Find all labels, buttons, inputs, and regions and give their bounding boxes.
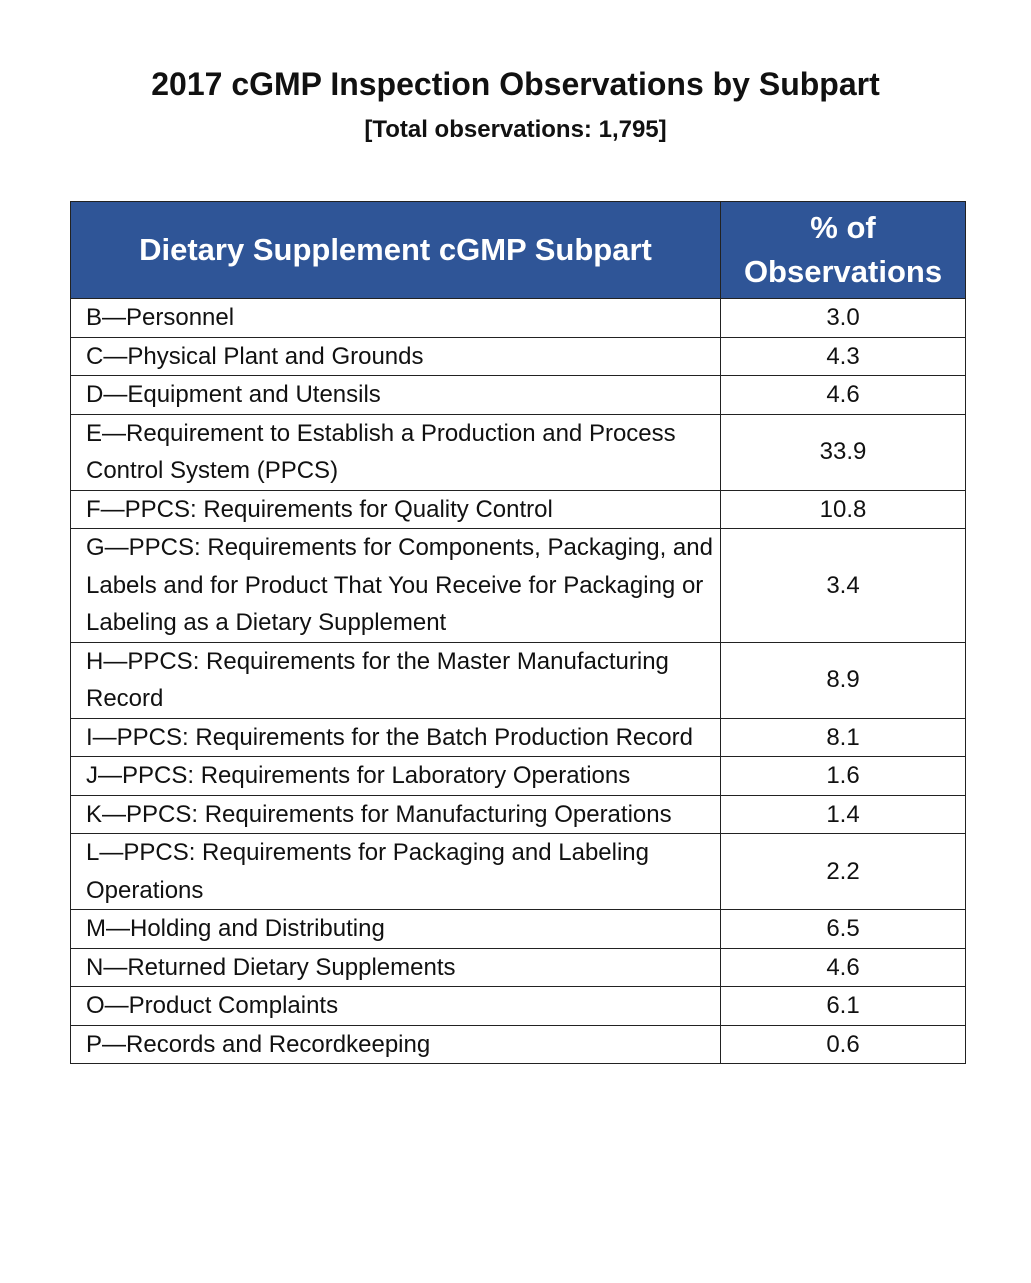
subpart-cell: H—PPCS: Requirements for the Master Manu… bbox=[70, 641, 721, 719]
subpart-cell: F—PPCS: Requirements for Quality Control bbox=[70, 489, 721, 529]
percent-cell: 1.4 bbox=[720, 794, 966, 834]
table-row: P—Records and Recordkeeping 0.6 bbox=[70, 1024, 966, 1064]
header-subpart: Dietary Supplement cGMP Subpart bbox=[70, 201, 721, 299]
subpart-cell: B—Personnel bbox=[70, 298, 721, 338]
percent-cell: 10.8 bbox=[720, 489, 966, 529]
table-row: M—Holding and Distributing 6.5 bbox=[70, 909, 966, 949]
table-row: J—PPCS: Requirements for Laboratory Oper… bbox=[70, 756, 966, 796]
subpart-cell: J—PPCS: Requirements for Laboratory Oper… bbox=[70, 756, 721, 796]
percent-cell: 0.6 bbox=[720, 1024, 966, 1064]
subpart-cell: K—PPCS: Requirements for Manufacturing O… bbox=[70, 794, 721, 834]
table-row: K—PPCS: Requirements for Manufacturing O… bbox=[70, 794, 966, 834]
page-title: 2017 cGMP Inspection Observations by Sub… bbox=[151, 66, 880, 102]
percent-cell: 4.6 bbox=[720, 375, 966, 415]
table-row: C—Physical Plant and Grounds 4.3 bbox=[70, 336, 966, 376]
percent-cell: 1.6 bbox=[720, 756, 966, 796]
subpart-cell: L—PPCS: Requirements for Packaging and L… bbox=[70, 833, 721, 910]
subpart-cell: G—PPCS: Requirements for Components, Pac… bbox=[70, 528, 721, 643]
percent-cell: 33.9 bbox=[720, 413, 966, 491]
percent-cell: 4.6 bbox=[720, 947, 966, 987]
percent-cell: 4.3 bbox=[720, 336, 966, 376]
subpart-cell: D—Equipment and Utensils bbox=[70, 375, 721, 415]
header-row: Dietary Supplement cGMP Subpart % of Obs… bbox=[70, 201, 966, 299]
observations-table: Dietary Supplement cGMP Subpart % of Obs… bbox=[70, 201, 966, 1064]
table-row: D—Equipment and Utensils 4.6 bbox=[70, 375, 966, 415]
percent-cell: 6.5 bbox=[720, 909, 966, 949]
table-row: F—PPCS: Requirements for Quality Control… bbox=[70, 489, 966, 529]
percent-cell: 6.1 bbox=[720, 986, 966, 1026]
table-row: N—Returned Dietary Supplements 4.6 bbox=[70, 947, 966, 987]
subpart-cell: M—Holding and Distributing bbox=[70, 909, 721, 949]
subpart-cell: N—Returned Dietary Supplements bbox=[70, 947, 721, 987]
subtitle: [Total observations: 1,795] bbox=[364, 116, 667, 143]
percent-cell: 3.4 bbox=[720, 528, 966, 643]
table-row: E—Requirement to Establish a Production … bbox=[70, 413, 966, 491]
subpart-cell: E—Requirement to Establish a Production … bbox=[70, 413, 721, 491]
table-row: O—Product Complaints 6.1 bbox=[70, 986, 966, 1026]
percent-cell: 8.1 bbox=[720, 717, 966, 757]
table-row: I—PPCS: Requirements for the Batch Produ… bbox=[70, 717, 966, 757]
table-row: B—Personnel 3.0 bbox=[70, 298, 966, 338]
subpart-cell: P—Records and Recordkeeping bbox=[70, 1024, 721, 1064]
percent-cell: 8.9 bbox=[720, 641, 966, 719]
subpart-cell: O—Product Complaints bbox=[70, 986, 721, 1026]
subpart-cell: C—Physical Plant and Grounds bbox=[70, 336, 721, 376]
subpart-cell: I—PPCS: Requirements for the Batch Produ… bbox=[70, 717, 721, 757]
header-percent: % of Observations bbox=[720, 201, 966, 299]
percent-cell: 2.2 bbox=[720, 833, 966, 910]
table-row: G—PPCS: Requirements for Components, Pac… bbox=[70, 528, 966, 643]
percent-cell: 3.0 bbox=[720, 298, 966, 338]
table-row: H—PPCS: Requirements for the Master Manu… bbox=[70, 641, 966, 719]
table-row: L—PPCS: Requirements for Packaging and L… bbox=[70, 833, 966, 910]
